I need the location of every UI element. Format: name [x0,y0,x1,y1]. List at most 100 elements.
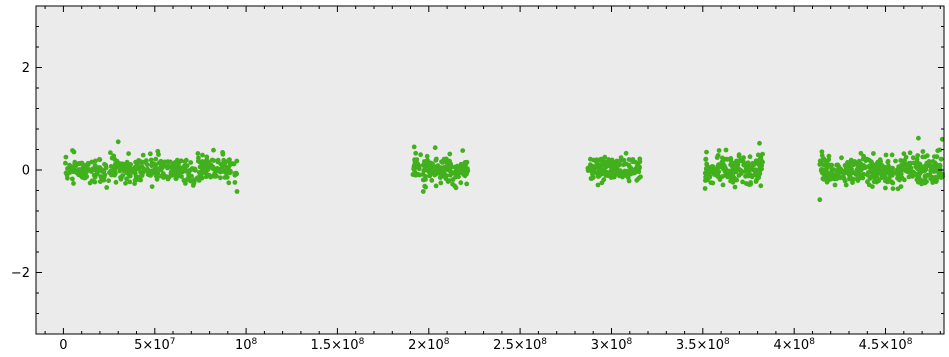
data-point [617,162,623,168]
data-point [423,184,428,190]
data-point [148,171,154,177]
data-point [455,168,461,174]
data-point [829,162,835,168]
data-point [903,154,909,160]
data-point [901,151,907,157]
data-point [907,150,913,156]
data-point [460,167,466,173]
data-point [839,155,844,161]
x-tick-label: 3×108 [591,337,633,353]
data-point [63,154,69,160]
data-point [234,158,240,164]
data-point [851,176,856,182]
data-point [214,168,220,174]
data-point [704,149,709,155]
data-point [930,180,936,185]
data-point [824,169,829,174]
data-point [819,149,825,155]
data-point [753,172,759,178]
data-point [411,144,417,150]
data-point [423,177,428,182]
data-point [208,174,214,180]
data-point [710,180,716,186]
data-point [209,164,215,170]
data-point [939,136,945,142]
data-point [126,151,131,157]
data-point [209,157,215,163]
data-point [703,178,708,183]
data-point [818,168,824,174]
data-point [453,185,459,191]
data-point [149,184,155,190]
data-point [118,176,124,182]
tick-labels: 0 5×107 108 1.5×108 2×108 2.5×108 3×108 3.5×108… [11,61,913,353]
data-point [899,175,905,180]
x-tick-label-base: 0 [59,338,67,353]
data-point [182,168,188,174]
data-point [437,165,442,171]
data-point [922,154,928,160]
data-point [84,174,90,179]
x-tick-label: 2.5×108 [493,337,547,353]
data-point [420,172,426,177]
data-point [720,182,726,188]
data-point [412,157,417,163]
data-point [908,166,914,172]
data-point [847,176,852,182]
data-point [758,153,763,159]
data-point [842,176,847,182]
data-point [595,162,601,168]
data-point [915,153,921,158]
data-point [727,172,732,178]
data-point [933,174,938,180]
x-tick-label-exponent: 8 [626,337,632,347]
data-point [185,177,191,182]
data-point [450,181,455,187]
data-point [748,181,753,187]
data-point [155,174,160,180]
plot-frame [35,5,945,335]
data-point [834,162,839,168]
x-tick-label: 108 [235,337,258,353]
data-point [195,151,201,156]
data-point [883,175,889,181]
data-point [140,152,146,158]
data-point [424,153,430,159]
data-point [622,169,628,175]
data-point [164,174,169,180]
data-point [169,172,175,178]
data-point [873,179,878,184]
data-point [732,184,738,190]
data-point [85,160,91,166]
data-point [449,164,454,170]
data-point [720,174,725,179]
data-point [186,172,192,178]
data-point [634,177,640,183]
data-point [147,151,153,157]
data-point [70,176,75,182]
data-point [140,170,146,175]
data-point [454,164,460,170]
data-point [93,158,98,164]
data-point [608,163,613,169]
data-point [817,162,823,167]
data-point [754,177,760,183]
data-point [595,174,601,179]
data-point [425,161,430,166]
data-point [94,166,99,172]
data-point [460,163,466,169]
x-tick-label-exponent: 8 [444,337,450,347]
data-point [936,165,941,170]
data-point [837,175,843,181]
data-point [601,177,607,183]
data-point [747,154,753,160]
x-tick-label: 5×107 [134,337,175,353]
data-point [851,162,857,168]
data-point [420,189,426,194]
x-tick-label-base: 4.5×10 [859,338,907,353]
data-point [919,181,924,187]
data-point [115,139,121,145]
data-point [738,168,744,174]
data-point [135,165,141,171]
data-point [438,172,444,178]
